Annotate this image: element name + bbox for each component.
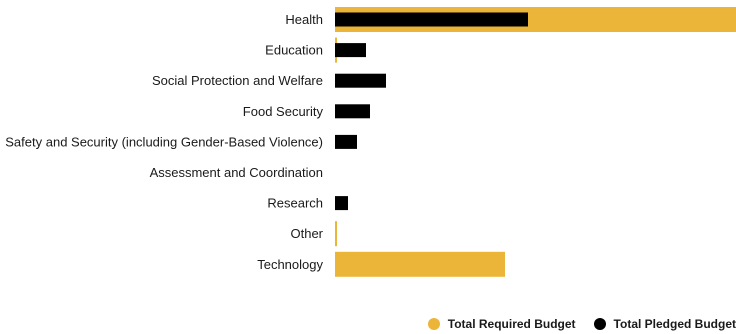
legend-item-pledged[interactable]: Total Pledged Budget — [593, 317, 736, 331]
legend-item-required[interactable]: Total Required Budget — [427, 317, 576, 331]
legend-swatch-required-icon — [427, 318, 440, 330]
bar-pledged-safety-and-security-including-gender-based-violence[interactable] — [335, 134, 357, 149]
category-label-assessment-and-coordination: Assessment and Coordination — [150, 165, 323, 180]
category-label-safety-and-security-including-gender-based-violence: Safety and Security (including Gender-Ba… — [5, 134, 323, 149]
bar-pledged-health[interactable] — [335, 12, 528, 27]
category-label-research: Research — [267, 196, 323, 211]
bar-pledged-food-security[interactable] — [335, 104, 370, 119]
legend-label-pledged: Total Pledged Budget — [613, 317, 736, 331]
chart-legend: Total Required Budget Total Pledged Budg… — [410, 314, 736, 334]
category-labels: Health Education Social Protection and Wel… — [5, 12, 323, 272]
category-label-social-protection-and-welfare: Social Protection and Welfare — [152, 73, 323, 88]
category-label-technology: Technology — [257, 257, 323, 272]
legend-label-required: Total Required Budget — [447, 317, 576, 331]
pledged-budget-bars — [335, 12, 528, 211]
bar-required-technology[interactable] — [335, 251, 505, 277]
required-budget-bars — [335, 7, 736, 277]
bar-pledged-education[interactable] — [335, 43, 366, 58]
category-label-food-security: Food Security — [243, 104, 324, 119]
legend-swatch-pledged-icon — [593, 318, 606, 330]
bar-pledged-social-protection-and-welfare[interactable] — [335, 73, 386, 88]
category-label-other: Other — [290, 226, 323, 241]
bar-pledged-research[interactable] — [335, 196, 348, 211]
category-label-education: Education — [265, 43, 323, 58]
category-label-health: Health — [285, 12, 323, 27]
bar-required-other[interactable] — [335, 221, 337, 247]
